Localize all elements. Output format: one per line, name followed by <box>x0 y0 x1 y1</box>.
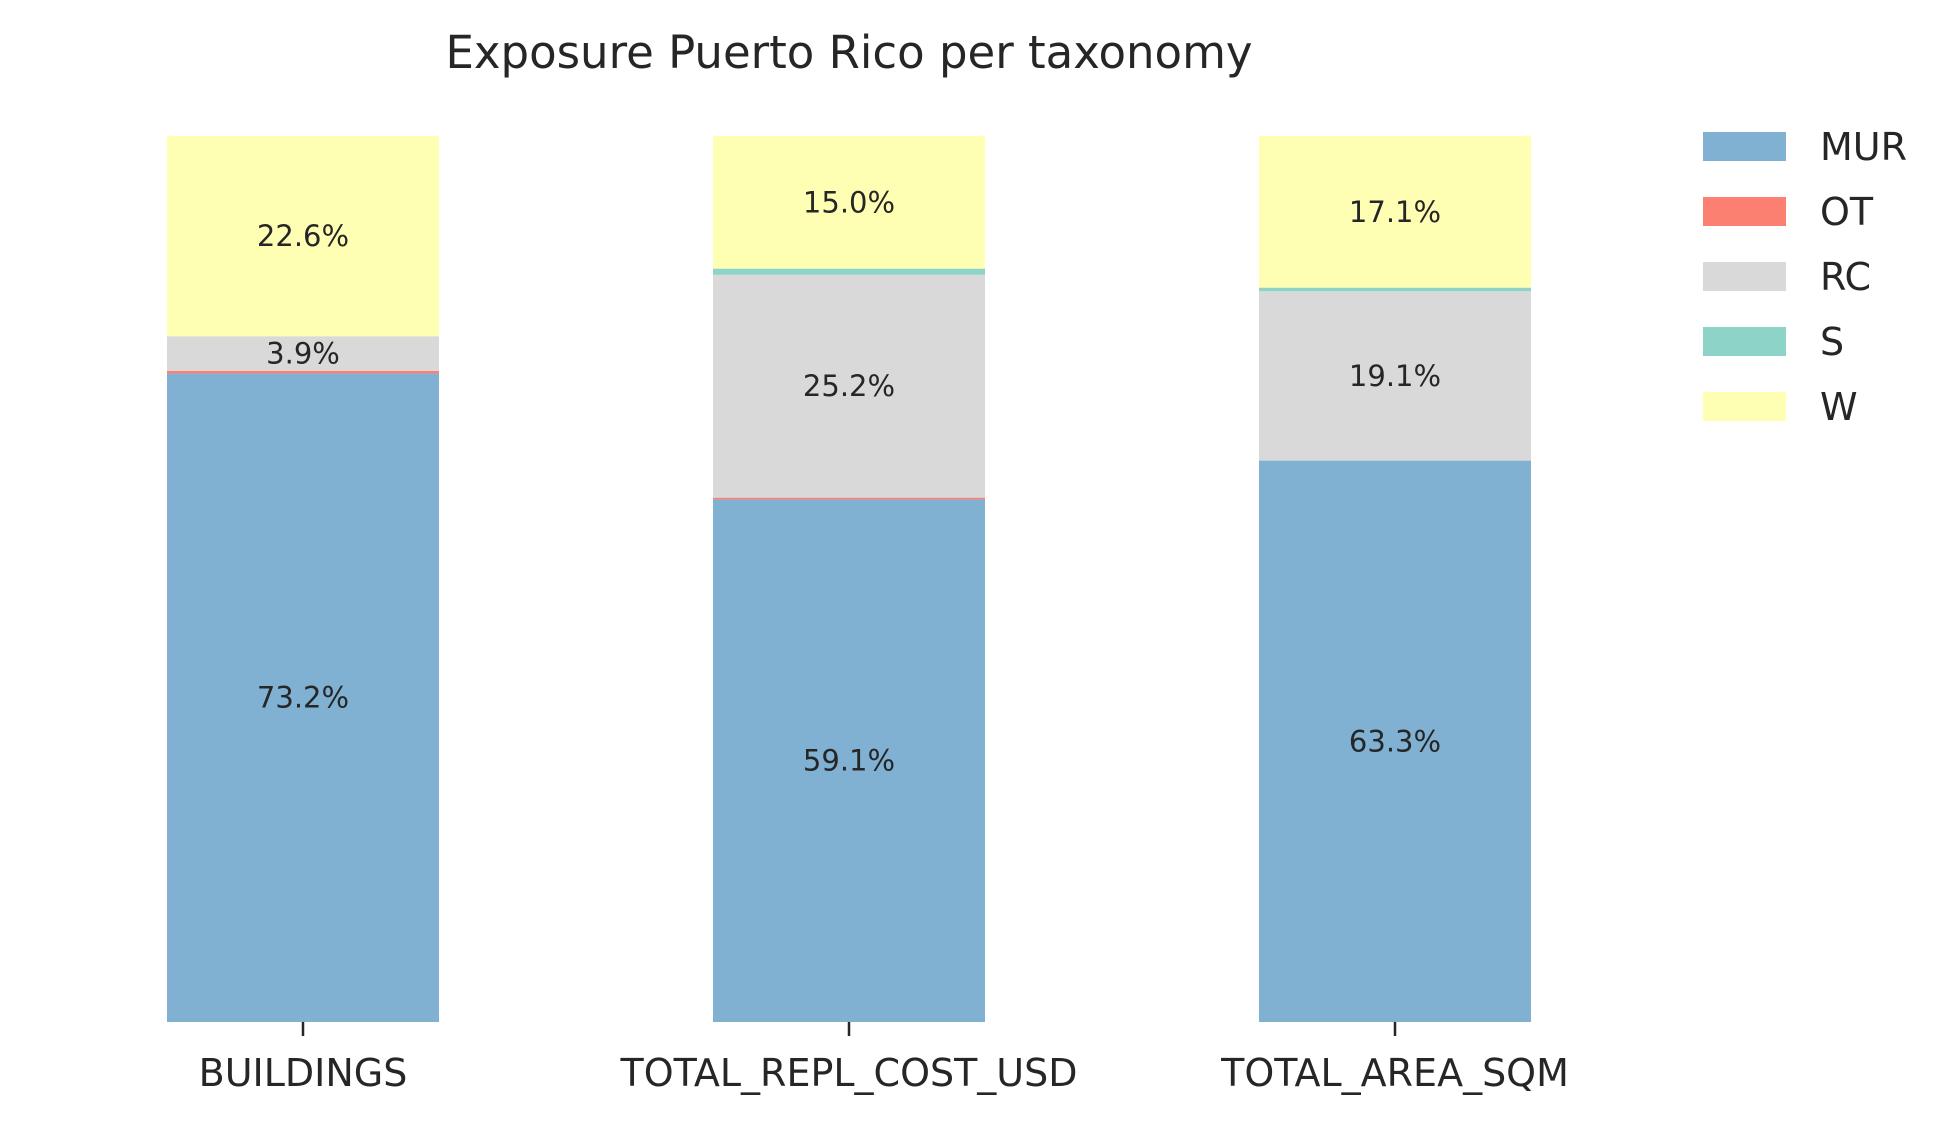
bars-layer <box>167 136 1531 1022</box>
data-label-mur-total_repl_cost_usd: 59.1% <box>803 744 895 778</box>
bar-segment-rc-total_area_sqm <box>1259 291 1531 461</box>
legend-label-rc: RC <box>1820 255 1871 299</box>
x-axis: BUILDINGS TOTAL_REPL_COST_USD TOTAL_AREA_S… <box>199 1022 1569 1095</box>
data-label-w-total_repl_cost_usd: 15.0% <box>803 185 895 219</box>
bar-segment-w-buildings <box>167 136 439 337</box>
legend-swatch-ot <box>1703 197 1786 226</box>
legend: MUR OT RC SW <box>1703 125 1907 429</box>
legend-label-s: S <box>1820 320 1844 364</box>
x-tick-label: TOTAL_REPL_COST_USD <box>619 1051 1077 1095</box>
legend-swatch-w <box>1703 392 1786 421</box>
bar-segment-w-total_area_sqm <box>1259 136 1531 288</box>
bar-segment-mur-total_repl_cost_usd <box>713 499 985 1022</box>
data-label-w-total_area_sqm: 17.1% <box>1349 195 1441 229</box>
data-label-mur-buildings: 73.2% <box>257 681 349 715</box>
data-label-rc-total_area_sqm: 19.1% <box>1349 359 1441 393</box>
bar-segment-mur-total_area_sqm <box>1259 460 1531 1022</box>
bar-segment-s-total_area_sqm <box>1259 287 1531 292</box>
bar-segment-s-total_repl_cost_usd <box>713 268 985 275</box>
bar-segment-ot-buildings <box>167 370 439 374</box>
x-tick-label: TOTAL_AREA_SQM <box>1220 1051 1569 1095</box>
bar-segment-w-total_repl_cost_usd <box>713 136 985 269</box>
bar-segment-rc-total_repl_cost_usd <box>713 274 985 498</box>
data-label-rc-total_repl_cost_usd: 25.2% <box>803 369 895 403</box>
bar-segment-rc-buildings <box>167 336 439 371</box>
legend-swatch-rc <box>1703 262 1786 291</box>
legend-label-mur: MUR <box>1820 125 1907 169</box>
data-label-w-buildings: 22.6% <box>257 219 349 253</box>
chart-title: Exposure Puerto Rico per taxonomy <box>445 26 1252 79</box>
data-labels-layer: 73.2% 3.9% 22.6% 59.1% 25.2% 15.0% 63.3% 19.1% 1… <box>257 185 1441 777</box>
bar-segment-mur-buildings <box>167 373 439 1022</box>
bar-segment-ot-total_repl_cost_usd <box>713 497 985 500</box>
x-tick-label: BUILDINGS <box>199 1051 408 1095</box>
data-label-mur-total_area_sqm: 63.3% <box>1349 724 1441 758</box>
legend-label-ot: OT <box>1820 190 1874 234</box>
legend-swatch-s <box>1703 327 1786 356</box>
legend-label-w: W <box>1820 385 1858 429</box>
data-label-rc-buildings: 3.9% <box>266 337 340 371</box>
legend-swatch-mur <box>1703 132 1786 161</box>
